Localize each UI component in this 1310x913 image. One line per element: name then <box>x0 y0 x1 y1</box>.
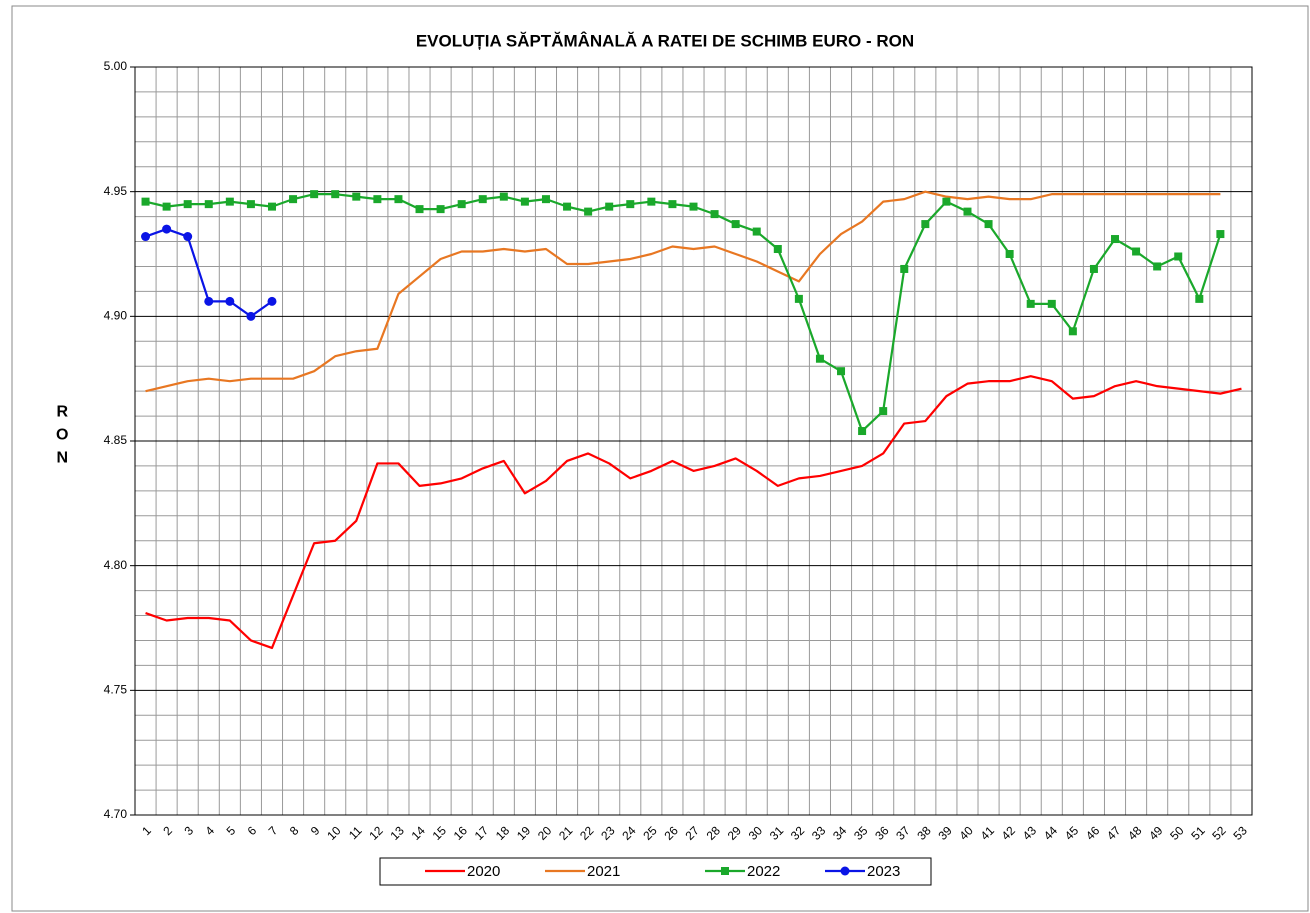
data-point <box>1026 299 1035 308</box>
legend-marker <box>840 866 850 876</box>
chart-title: EVOLUȚIA SĂPTĂMÂNALĂ A RATEI DE SCHIMB E… <box>416 31 914 50</box>
legend-label: 2022 <box>747 863 780 880</box>
data-point <box>415 205 424 214</box>
data-point <box>373 195 382 204</box>
data-point <box>605 202 614 211</box>
series-line <box>145 375 1242 650</box>
data-point <box>837 367 846 376</box>
data-point <box>752 227 761 236</box>
data-point <box>668 200 677 209</box>
data-point <box>204 200 213 209</box>
data-point <box>1111 235 1120 244</box>
data-point <box>984 220 993 229</box>
series-line <box>145 193 1222 433</box>
data-point <box>815 354 824 363</box>
y-axis-label: RON <box>54 404 71 473</box>
y-tick-label: 5.00 <box>104 59 128 73</box>
legend-label: 2023 <box>867 863 900 880</box>
data-point <box>1047 299 1056 308</box>
data-point <box>162 224 172 234</box>
data-point <box>162 202 171 211</box>
data-point <box>225 296 235 306</box>
data-point <box>731 220 740 229</box>
data-point <box>626 200 635 209</box>
data-point <box>246 200 255 209</box>
data-point <box>710 210 719 219</box>
data-point <box>1195 294 1204 303</box>
data-point <box>141 232 151 242</box>
plot-area <box>134 66 1253 816</box>
data-point <box>541 195 550 204</box>
data-point <box>478 195 487 204</box>
data-point <box>331 190 340 199</box>
data-point <box>310 190 319 199</box>
y-tick-label: 4.80 <box>104 558 128 572</box>
data-point <box>204 296 214 306</box>
data-point <box>563 202 572 211</box>
data-point <box>773 245 782 254</box>
data-point <box>1216 230 1225 239</box>
data-point <box>289 195 298 204</box>
data-point <box>1068 327 1077 336</box>
data-point <box>1089 264 1098 273</box>
data-point <box>183 200 192 209</box>
data-point <box>900 264 909 273</box>
data-point <box>520 197 529 206</box>
data-point <box>457 200 466 209</box>
data-point <box>183 232 193 242</box>
y-tick-label: 4.95 <box>104 184 128 198</box>
data-point <box>352 192 361 201</box>
data-point <box>246 311 256 321</box>
data-point <box>942 197 951 206</box>
data-point <box>584 207 593 216</box>
data-point <box>225 197 234 206</box>
data-point <box>963 207 972 216</box>
data-point <box>647 197 656 206</box>
data-point <box>1005 250 1014 258</box>
legend-marker <box>721 867 729 875</box>
data-point <box>794 294 803 303</box>
data-point <box>1132 247 1141 256</box>
data-point <box>1153 262 1162 271</box>
chart-frame <box>11 5 1309 912</box>
y-tick-label: 4.70 <box>104 807 128 821</box>
data-point <box>689 202 698 211</box>
data-point <box>141 197 150 206</box>
legend-label: 2021 <box>587 863 620 880</box>
data-point <box>858 427 867 436</box>
data-point <box>436 205 445 214</box>
data-point <box>1174 252 1183 261</box>
data-point <box>394 195 403 204</box>
data-point <box>499 192 508 201</box>
y-tick-label: 4.85 <box>104 433 128 447</box>
series-line <box>145 190 1221 393</box>
data-point <box>921 220 930 229</box>
legend-label: 2020 <box>467 863 500 880</box>
data-point <box>879 407 888 416</box>
y-tick-label: 4.75 <box>104 683 128 697</box>
data-point <box>267 296 277 306</box>
data-point <box>267 202 276 211</box>
y-tick-label: 4.90 <box>104 309 128 323</box>
